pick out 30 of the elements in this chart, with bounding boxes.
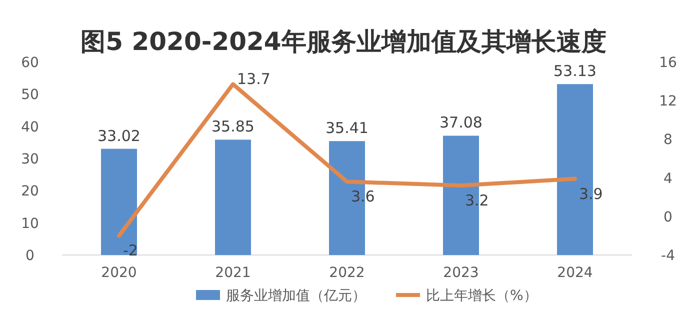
bar	[101, 148, 137, 255]
y2-tick-label: 16	[659, 55, 677, 71]
bar	[215, 140, 251, 255]
legend-label: 比上年增长（%）	[426, 288, 538, 304]
y2-tick-label: -4	[661, 248, 676, 264]
x-tick-label: 2022	[329, 265, 365, 281]
data-label: -2	[123, 242, 138, 260]
data-label: 35.85	[212, 118, 254, 136]
data-label: 53.13	[554, 62, 596, 80]
y-tick-label: 10	[21, 216, 39, 232]
data-label: 13.7	[237, 70, 270, 88]
y2-tick-label: 8	[664, 132, 672, 148]
data-label: 35.41	[326, 119, 368, 138]
data-label: 33.02	[98, 126, 140, 145]
y-tick-label: 60	[21, 55, 39, 71]
y-tick-label: 50	[21, 87, 39, 104]
x-tick-label: 2024	[557, 265, 593, 281]
y-tick-label: 20	[21, 184, 39, 200]
y-tick-label: 40	[21, 119, 39, 136]
y2-tick-label: 0	[664, 209, 672, 226]
y2-tick-label: 12	[659, 94, 677, 110]
chart-title: 图5 2020-2024年服务业增加值及其增长速度	[80, 27, 606, 56]
legend-label: 服务业增加值（亿元）	[226, 288, 366, 304]
y2-tick-label: 4	[664, 170, 673, 187]
x-tick-label: 2020	[101, 265, 137, 281]
x-tick-label: 2023	[443, 265, 479, 281]
y-tick-label: 30	[21, 152, 39, 168]
data-label: 37.08	[440, 114, 482, 132]
y-tick-label: 0	[26, 248, 34, 264]
x-tick-label: 2021	[215, 265, 251, 281]
